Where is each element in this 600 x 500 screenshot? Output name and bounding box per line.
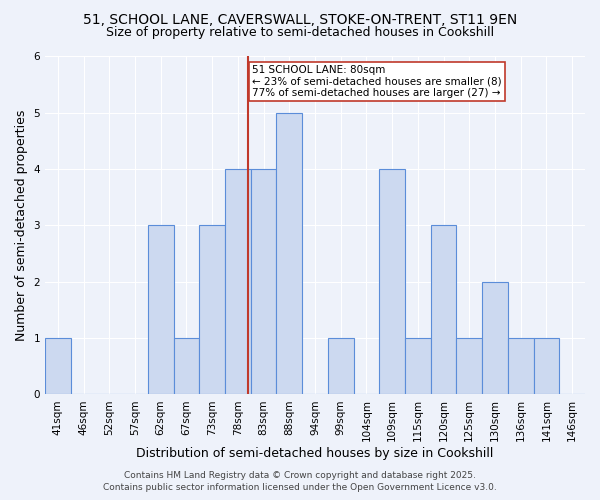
Bar	[328, 338, 353, 394]
Bar	[533, 338, 559, 394]
Bar	[45, 338, 71, 394]
Text: 51 SCHOOL LANE: 80sqm
← 23% of semi-detached houses are smaller (8)
77% of semi-: 51 SCHOOL LANE: 80sqm ← 23% of semi-deta…	[252, 65, 502, 98]
Bar	[277, 113, 302, 394]
Bar	[173, 338, 199, 394]
Y-axis label: Number of semi-detached properties: Number of semi-detached properties	[15, 110, 28, 341]
Bar	[431, 226, 457, 394]
Text: Contains HM Land Registry data © Crown copyright and database right 2025.
Contai: Contains HM Land Registry data © Crown c…	[103, 471, 497, 492]
Bar	[225, 169, 251, 394]
Bar	[379, 169, 405, 394]
Bar	[457, 338, 482, 394]
Text: 51, SCHOOL LANE, CAVERSWALL, STOKE-ON-TRENT, ST11 9EN: 51, SCHOOL LANE, CAVERSWALL, STOKE-ON-TR…	[83, 12, 517, 26]
Bar	[148, 226, 173, 394]
X-axis label: Distribution of semi-detached houses by size in Cookshill: Distribution of semi-detached houses by …	[136, 447, 494, 460]
Bar	[508, 338, 533, 394]
Text: Size of property relative to semi-detached houses in Cookshill: Size of property relative to semi-detach…	[106, 26, 494, 39]
Bar	[199, 226, 225, 394]
Bar	[251, 169, 277, 394]
Bar	[405, 338, 431, 394]
Bar	[482, 282, 508, 395]
